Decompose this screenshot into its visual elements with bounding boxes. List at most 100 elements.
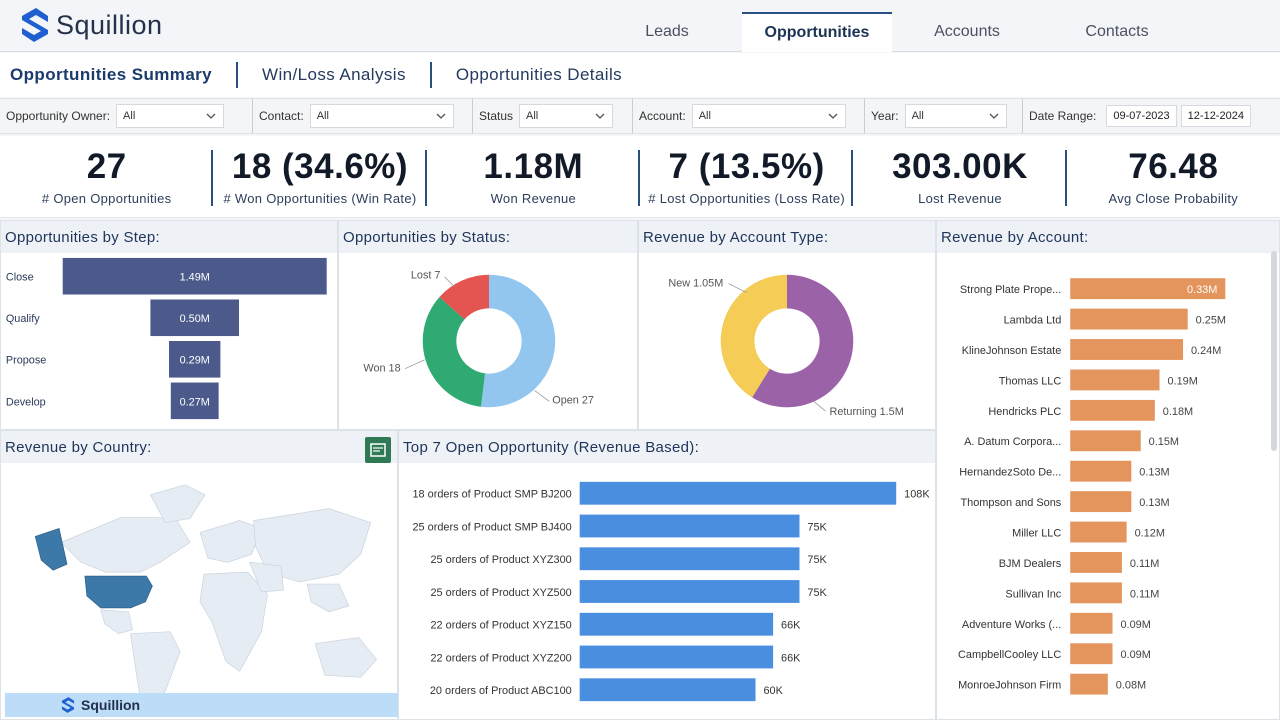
year-select[interactable]: All	[904, 104, 1007, 128]
step-category-label: Close	[6, 272, 34, 284]
sub-navigation: Opportunities Summary Win/Loss Analysis …	[0, 53, 1280, 97]
map-region-asia	[253, 508, 372, 583]
kpi-value: 27	[86, 147, 127, 186]
tab-contacts[interactable]: Contacts	[1085, 23, 1149, 40]
filter-bar: Opportunity Owner: All Contact: All Stat…	[0, 98, 1280, 134]
panel-title: Opportunities by Step:	[1, 221, 337, 253]
squillion-logo-icon	[61, 697, 75, 713]
account-value-label: 0.11M	[1130, 588, 1160, 600]
map-region-southeast-asia	[306, 583, 350, 613]
step-category-label: Develop	[6, 396, 46, 408]
top7-bar-22-orders-of-product-xyz150	[579, 612, 774, 636]
date-end-input[interactable]: 12-12-2024	[1180, 105, 1251, 127]
contact-select[interactable]: All	[309, 104, 454, 128]
panel-title: Revenue by Account:	[937, 221, 1279, 253]
top-header: Squillion Leads Opportunities Accounts C…	[0, 0, 1280, 52]
status-slice-won	[422, 297, 486, 407]
kpi-strip: 27 # Open Opportunities 18 (34.6%) # Won…	[0, 136, 1280, 218]
filter-date-range: Date Range: 09-07-2023 12-12-2024	[1023, 99, 1277, 133]
map-region-central-america	[100, 609, 133, 635]
account-category-label: Hendricks PLC	[988, 406, 1061, 418]
panel-scrollbar[interactable]	[1271, 251, 1277, 451]
subnav-opportunities-details[interactable]: Opportunities Details	[455, 65, 623, 84]
status-select[interactable]: All	[519, 104, 614, 128]
acctype-slice-returning	[752, 274, 854, 408]
status-select-value: All	[526, 110, 539, 122]
filter-owner-label: Opportunity Owner:	[6, 109, 111, 123]
map-export-button[interactable]	[365, 437, 391, 463]
top7-category-label: 18 orders of Product SMP BJ200	[412, 489, 571, 501]
owner-select[interactable]: All	[116, 104, 225, 128]
step-category-label: Propose	[6, 355, 46, 367]
top7-category-label: 22 orders of Product XYZ150	[430, 620, 571, 632]
map-region-usa	[84, 575, 153, 609]
kpi-won-opportunities: 18 (34.6%) # Won Opportunities (Win Rate…	[213, 136, 427, 217]
map-region-middle-east	[249, 561, 284, 593]
chevron-down-icon	[828, 113, 838, 119]
tab-accounts[interactable]: Accounts	[934, 23, 1000, 40]
opportunities-by-step-chart: Close 1.49M Qualify 0.50M Propose 0.29M Develo…	[6, 257, 327, 420]
acctype-leader-line	[728, 283, 747, 293]
filter-status: Status All	[473, 99, 633, 133]
kpi-avg-close-probability: 76.48 Avg Close Probability	[1067, 136, 1280, 217]
step-bar-close	[62, 257, 327, 295]
top7-category-label: 25 orders of Product XYZ500	[430, 587, 571, 599]
filter-account: Account: All	[633, 99, 865, 133]
account-category-label: CampbellCooley LLC	[958, 649, 1061, 661]
brand-logo[interactable]: Squillion	[20, 6, 163, 44]
kpi-label: # Won Opportunities (Win Rate)	[223, 191, 417, 206]
contact-select-value: All	[316, 110, 329, 122]
account-category-label: A. Datum Corpora...	[964, 436, 1061, 448]
chevron-down-icon	[989, 113, 999, 119]
kpi-lost-opportunities: 7 (13.5%) # Lost Opportunities (Loss Rat…	[640, 136, 854, 217]
account-bar-hendricks-plc	[1070, 399, 1155, 421]
account-category-label: Lambda Ltd	[1004, 315, 1062, 327]
top7-bar-25-orders-of-product-xyz500	[579, 580, 800, 603]
top7-value-label: 75K	[807, 521, 827, 533]
date-start-input[interactable]: 09-07-2023	[1106, 105, 1177, 127]
top7-category-label: 25 orders of Product XYZ300	[430, 554, 571, 566]
revenue-by-account-chart: Strong Plate Prope... 0.33M Lambda Ltd 0.25…	[958, 278, 1226, 695]
footer-brand-bar: Squillion	[5, 693, 399, 717]
filter-contact: Contact: All	[253, 99, 473, 133]
kpi-won-revenue: 1.18M Won Revenue	[427, 136, 641, 217]
account-category-label: BJM Dealers	[999, 558, 1062, 570]
chevron-down-icon	[206, 113, 216, 119]
step-bar-qualify	[150, 299, 240, 337]
account-category-label: Sullivan Inc	[1005, 588, 1061, 600]
kpi-label: # Open Opportunities	[41, 191, 172, 206]
tab-opportunities[interactable]: Opportunities	[742, 12, 892, 52]
subnav-win-loss-analysis[interactable]: Win/Loss Analysis	[262, 65, 406, 84]
account-value-label: 0.09M	[1120, 619, 1150, 631]
chevron-down-icon	[436, 113, 446, 119]
subnav-opportunities-summary[interactable]: Opportunities Summary	[10, 65, 213, 84]
step-value-label: 1.49M	[180, 272, 210, 284]
account-value-label: 0.19M	[1167, 375, 1197, 387]
top7-bar-25-orders-of-product-smp-bj400	[579, 514, 800, 538]
status-leader-line	[534, 390, 550, 402]
account-select[interactable]: All	[691, 104, 846, 128]
map-region-canada	[60, 517, 191, 573]
subnav-divider	[236, 62, 239, 88]
status-slice-open	[481, 274, 556, 408]
status-slice-label: Lost 7	[411, 270, 441, 282]
account-category-label: Thomas LLC	[999, 375, 1062, 387]
revenue-by-account-type-chart: Returning 1.5M New 1.05M	[668, 274, 904, 418]
kpi-open-opportunities: 27 # Open Opportunities	[0, 136, 214, 217]
year-select-value: All	[911, 110, 924, 122]
top7-bar-25-orders-of-product-xyz300	[579, 547, 800, 571]
account-bar-campbellcooley-llc	[1070, 643, 1113, 665]
account-category-label: Thompson and Sons	[960, 497, 1061, 509]
account-bar-klinejohnson-estate	[1070, 339, 1184, 360]
account-select-value: All	[698, 110, 711, 122]
panel-revenue-by-account-type: Revenue by Account Type: Returning 1.5M N…	[638, 220, 936, 430]
kpi-label: Avg Close Probability	[1108, 191, 1239, 206]
step-category-label: Qualify	[6, 313, 40, 325]
status-leader-line	[404, 359, 425, 370]
status-slice-label: Open 27	[552, 394, 594, 406]
account-bar-a-datum-corpora	[1070, 430, 1141, 452]
panel-opportunities-by-step: Opportunities by Step: Close 1.49M Qualify…	[0, 220, 338, 430]
table-view-icon	[370, 443, 386, 457]
tab-leads[interactable]: Leads	[645, 23, 689, 40]
